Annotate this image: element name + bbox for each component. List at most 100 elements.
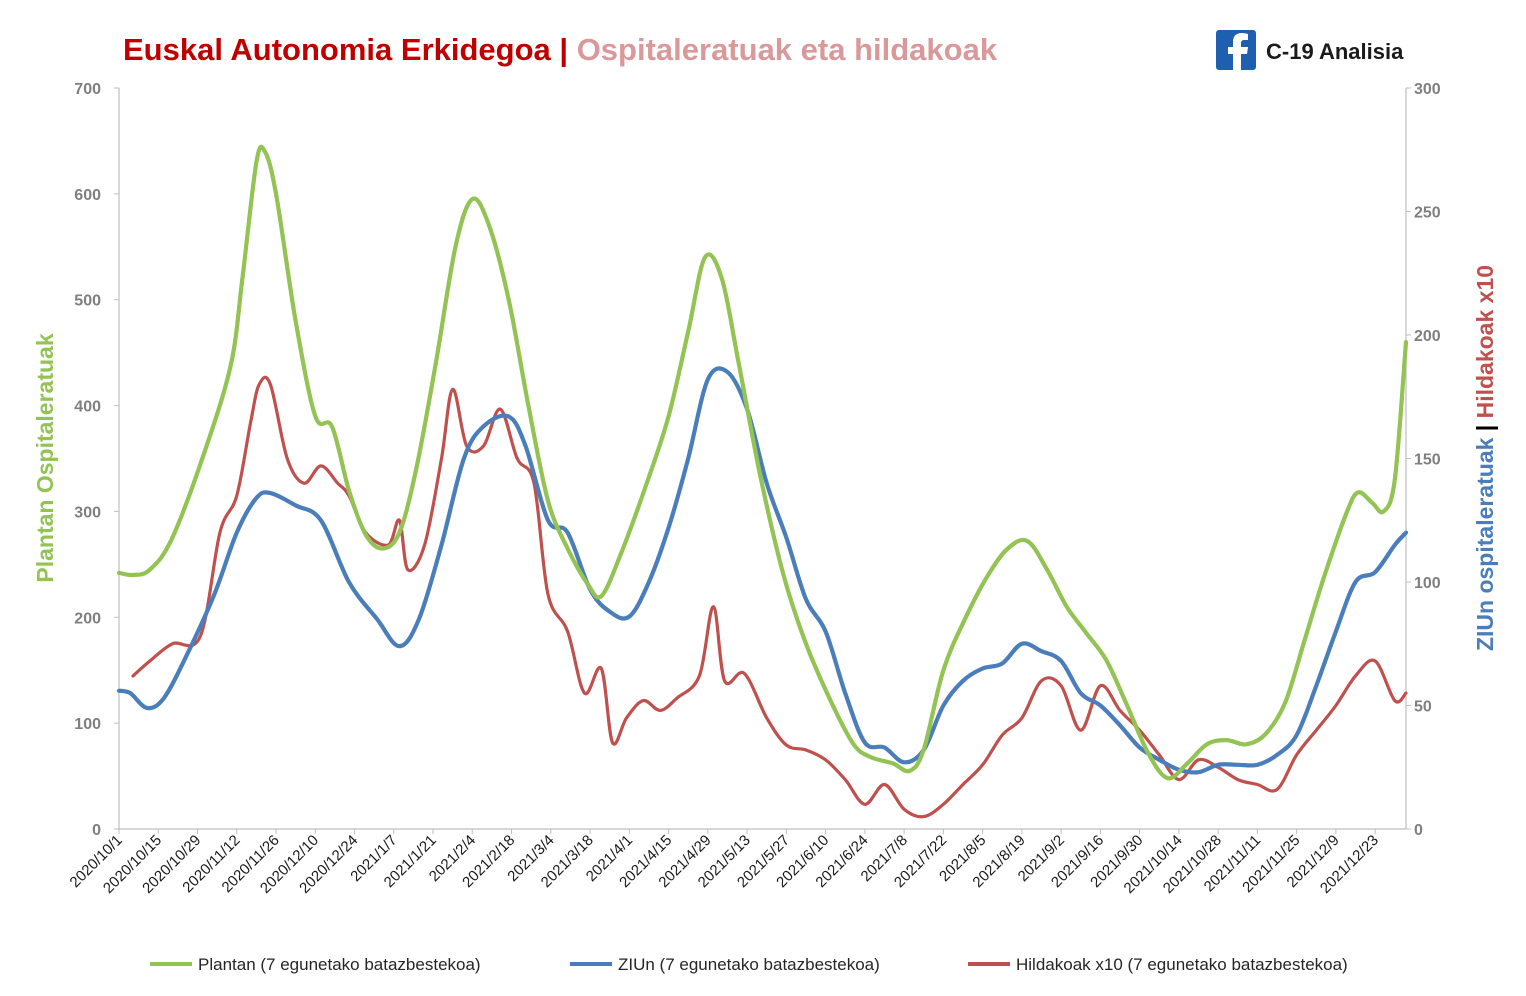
series-ziun-point xyxy=(1040,650,1043,652)
series-hildakoak-point xyxy=(303,482,305,485)
series-hildakoak-point xyxy=(1197,759,1200,761)
series-plantan-point xyxy=(132,574,134,576)
series-ziun-point xyxy=(255,497,258,499)
series-ziun-point xyxy=(824,630,827,633)
series-plantan-point xyxy=(471,198,474,200)
right-axis-label-icu: ZIUn ospitaleratuak xyxy=(1472,437,1498,651)
series-plantan-point xyxy=(1245,743,1247,746)
series-ziun-point xyxy=(269,492,272,494)
series-hildakoak-point xyxy=(1335,704,1337,707)
series-plantan-point xyxy=(205,447,207,449)
series-plantan-point xyxy=(1323,574,1326,576)
series-hildakoak-point xyxy=(600,667,603,670)
series-ziun-point xyxy=(785,536,788,539)
series-ziun-point xyxy=(1158,759,1161,761)
series-hildakoak-point xyxy=(149,660,151,662)
series-ziun-point xyxy=(118,689,120,692)
series-plantan-point xyxy=(586,582,589,585)
series-plantan-point xyxy=(171,537,174,539)
series-hildakoak-point xyxy=(942,803,945,806)
series-hildakoak-point xyxy=(1158,754,1161,756)
series-ziun-point xyxy=(667,526,670,529)
chart-title-part2: Ospitaleratuak eta hildakoak xyxy=(577,32,998,67)
series-plantan-point xyxy=(620,552,622,555)
series-ziun-point xyxy=(1099,704,1102,707)
series-hildakoak-point xyxy=(659,709,661,712)
series-plantan-point xyxy=(488,224,490,227)
series-ziun-point xyxy=(418,618,420,620)
series-hildakoak-point xyxy=(625,717,628,719)
series-hildakoak-point xyxy=(1315,729,1318,731)
series-plantan-point xyxy=(1026,540,1029,542)
series-plantan-point xyxy=(1007,547,1009,550)
series-plantan-point xyxy=(507,298,510,301)
right-tick-label: 200 xyxy=(1414,328,1441,345)
series-ziun-point xyxy=(1295,734,1298,736)
series-hildakoak-point xyxy=(805,749,807,751)
legend-label-hildakoak: Hildakoak x10 (7 egunetako batazbestekoa… xyxy=(1016,955,1348,974)
series-layer xyxy=(116,144,1409,819)
series-plantan-point xyxy=(264,150,266,153)
series-hildakoak-point xyxy=(1276,788,1278,791)
series-plantan-point xyxy=(314,415,317,417)
series-plantan-point xyxy=(600,595,603,597)
series-hildakoak-point xyxy=(1060,684,1062,687)
series-hildakoak-point xyxy=(440,457,443,460)
series-ziun-point xyxy=(146,707,148,709)
chart-title: Euskal Autonomia Erkidegoa | Ospitalerat… xyxy=(123,32,998,67)
series-ziun-point xyxy=(566,531,569,534)
series-plantan-point xyxy=(527,404,530,407)
series-hildakoak-point xyxy=(698,675,701,677)
series-plantan-point xyxy=(255,161,258,163)
series-hildakoak-point xyxy=(824,759,827,761)
series-hildakoak-point xyxy=(1236,778,1239,781)
series-ziun-point xyxy=(628,615,631,618)
series-plantan-point xyxy=(1225,739,1228,741)
series-ziun-point xyxy=(1197,771,1200,773)
series-plantan-point xyxy=(964,616,967,619)
series-plantan-point xyxy=(942,669,945,672)
right-tick-label: 0 xyxy=(1414,822,1423,839)
series-ziun-point xyxy=(1354,581,1357,583)
series-plantan-point xyxy=(1166,777,1169,779)
series-hildakoak-point xyxy=(1119,709,1121,712)
series-hildakoak-point xyxy=(1256,783,1259,786)
series-ziun-point xyxy=(1276,754,1278,756)
series-plantan-point xyxy=(381,547,384,550)
series-plantan-point xyxy=(1186,762,1189,765)
series-hildakoak-point xyxy=(249,420,252,423)
series-ziun-point xyxy=(235,531,238,534)
series-ziun-point xyxy=(507,415,510,418)
series-plantan-point xyxy=(294,320,297,322)
x-axis: 2020/10/12020/10/152020/10/292020/11/122… xyxy=(67,828,1406,897)
right-tick-label: 250 xyxy=(1414,205,1441,222)
series-hildakoak-point xyxy=(743,672,746,675)
series-hildakoak-point xyxy=(611,741,614,744)
series-hildakoak-point xyxy=(1099,684,1102,687)
series-plantan-point xyxy=(1357,491,1360,494)
legend-item-hildakoak: Hildakoak x10 (7 egunetako batazbestekoa… xyxy=(968,955,1348,974)
series-plantan-point xyxy=(760,478,762,481)
series-plantan-point xyxy=(454,245,457,248)
series-ziun-point xyxy=(864,741,866,744)
left-tick-label: 100 xyxy=(74,716,101,733)
series-hildakoak-point xyxy=(423,544,426,546)
series-plantan-point xyxy=(1085,632,1088,634)
series-ziun-point xyxy=(707,378,709,381)
series-hildakoak-point xyxy=(235,494,238,497)
series-hildakoak-point xyxy=(398,519,401,522)
series-hildakoak-point xyxy=(1001,734,1004,736)
series-ziun-point xyxy=(440,544,443,546)
series-hildakoak-point xyxy=(566,630,569,633)
chart-title-part1: Euskal Autonomia Erkidegoa | xyxy=(123,32,577,67)
series-hildakoak-point xyxy=(676,697,678,699)
series-ziun-point xyxy=(1374,571,1376,573)
series-ziun-point xyxy=(687,457,689,460)
series-plantan-point xyxy=(1206,743,1208,746)
left-tick-label: 400 xyxy=(74,399,101,416)
series-hildakoak-point xyxy=(962,783,964,786)
legend: Plantan (7 egunetako batazbestekoa) ZIUn… xyxy=(150,955,1348,974)
series-plantan-point xyxy=(1147,751,1149,754)
series-ziun-point xyxy=(765,482,768,485)
series-hildakoak-point xyxy=(765,717,768,719)
